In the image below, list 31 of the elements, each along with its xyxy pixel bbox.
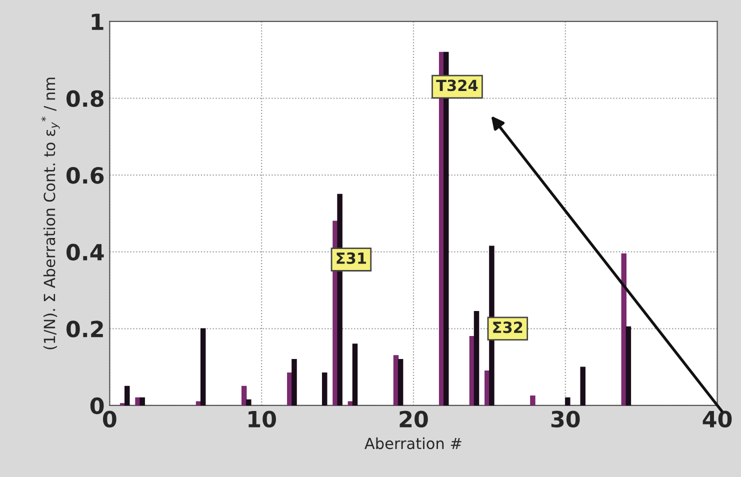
bar: [241, 386, 247, 406]
bar: [621, 253, 626, 406]
bar: [200, 328, 206, 406]
bar: [398, 359, 404, 406]
x-tick-label: 40: [702, 410, 732, 428]
bar: [580, 366, 586, 406]
bar: [530, 396, 536, 406]
annotation: Σ32: [493, 322, 522, 334]
x-tick-label: 0: [103, 410, 116, 428]
y-tick-label: 1: [92, 14, 104, 30]
y-tick-label: 0.8: [66, 90, 104, 108]
bar: [140, 397, 145, 406]
annotation: T324: [436, 80, 478, 92]
x-axis-title: Aberration #: [364, 437, 462, 450]
y-tick-label: 0.2: [66, 320, 103, 338]
bar: [246, 399, 252, 406]
x-tick-label: 30: [551, 410, 580, 428]
x-tick-label: 20: [400, 410, 428, 428]
y-tick-label: 0.6: [66, 167, 104, 184]
annotation: Σ31: [336, 252, 366, 264]
x-tick-label: 10: [248, 410, 276, 428]
bar: [565, 397, 570, 406]
bar: [322, 372, 328, 406]
y-tick-label: 0.4: [66, 244, 104, 261]
y-axis-title: (1/N). Σ Aberration Cont. to ε$_{y}$$^{*}$ / nm: [41, 78, 60, 350]
bar: [626, 326, 632, 406]
bar: [352, 344, 358, 406]
bar: [124, 386, 130, 406]
bar: [292, 359, 297, 406]
bar: [474, 311, 480, 406]
y-tick-label: 0: [90, 397, 104, 414]
